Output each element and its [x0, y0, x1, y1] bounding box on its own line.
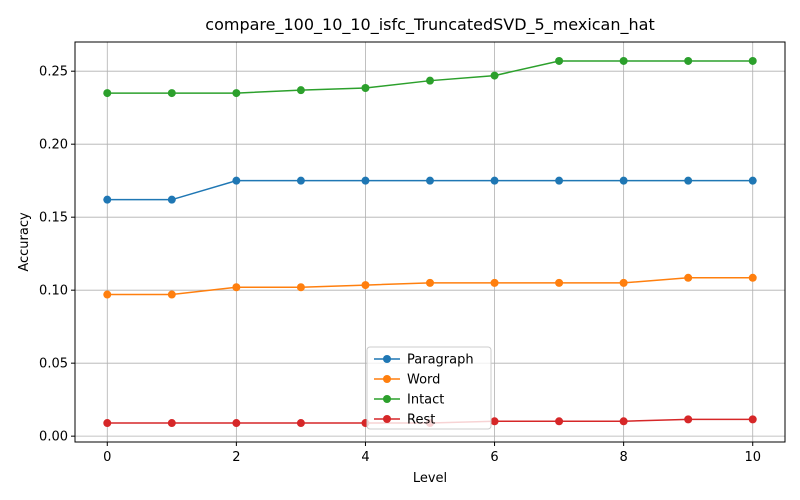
data-point-paragraph [619, 176, 628, 185]
data-point-rest [490, 417, 499, 426]
data-point-paragraph [232, 176, 241, 185]
legend-marker-intact [383, 395, 391, 403]
grid [75, 42, 785, 442]
x-axis-label: Level [413, 471, 447, 486]
data-point-intact [426, 76, 434, 85]
data-point-intact [296, 86, 305, 95]
y-axis-label: Accuracy [17, 212, 32, 272]
data-point-word [296, 283, 305, 292]
axis-ticks: 0 2 4 6 8 10 0.00 0.05 0.10 0.15 0.20 0.25 [39, 65, 761, 465]
legend-label-rest: Rest [407, 413, 435, 428]
y-tick-label: 0.15 [39, 211, 68, 226]
legend-label-intact: Intact [407, 393, 444, 408]
legend-marker-rest [383, 415, 391, 423]
legend-label-paragraph: Paragraph [407, 353, 474, 368]
data-point-intact [684, 56, 693, 65]
legend: Paragraph Word Intact Rest [366, 346, 492, 430]
y-tick-label: 0.10 [39, 284, 68, 299]
data-point-paragraph [684, 176, 693, 185]
x-tick-label: 4 [361, 450, 369, 465]
data-point-paragraph [167, 195, 176, 204]
data-point-intact [555, 56, 564, 65]
data-point-intact [361, 83, 370, 92]
x-tick-label: 8 [619, 450, 627, 465]
data-point-word [361, 281, 370, 290]
data-point-word [490, 278, 499, 287]
data-point-rest [619, 417, 628, 426]
data-point-paragraph [748, 176, 757, 185]
data-point-word [684, 273, 693, 282]
data-point-word [748, 273, 757, 282]
series-intact [103, 56, 757, 98]
y-tick-label: 0.20 [39, 138, 68, 153]
data-point-paragraph [296, 176, 305, 185]
data-point-word [555, 278, 564, 287]
data-point-rest [232, 419, 241, 428]
data-point-rest [167, 419, 176, 428]
data-point-word [619, 278, 628, 287]
data-point-word [167, 290, 176, 299]
data-point-rest [555, 417, 564, 426]
x-tick-label: 2 [232, 450, 240, 465]
data-point-paragraph [103, 195, 112, 204]
plot-frame [74, 41, 786, 443]
x-tick-label: 6 [490, 450, 498, 465]
data-point-intact [748, 56, 757, 65]
series-word [103, 273, 757, 299]
data-point-intact [232, 89, 241, 98]
data-point-rest [103, 419, 112, 428]
data-point-paragraph [361, 176, 370, 185]
data-point-word [103, 290, 112, 299]
legend-label-word: Word [407, 373, 440, 388]
data-point-paragraph [426, 176, 434, 185]
data-point-paragraph [555, 176, 564, 185]
data-point-rest [748, 415, 757, 424]
chart-title: compare_100_10_10_isfc_TruncatedSVD_5_me… [205, 15, 654, 35]
x-tick-label: 0 [103, 450, 111, 465]
data-point-intact [490, 71, 499, 80]
legend-marker-paragraph [383, 355, 391, 363]
data-point-rest [684, 415, 693, 424]
legend-marker-word [383, 375, 391, 383]
data-point-word [426, 278, 434, 287]
y-tick-label: 0.05 [39, 357, 68, 372]
y-tick-label: 0.00 [39, 430, 68, 445]
x-tick-label: 10 [744, 450, 761, 465]
data-point-paragraph [490, 176, 499, 185]
data-point-word [232, 283, 241, 292]
y-tick-label: 0.25 [39, 65, 68, 80]
data-point-rest [296, 419, 305, 428]
data-point-intact [167, 89, 176, 98]
data-point-intact [619, 56, 628, 65]
data-point-intact [103, 89, 112, 98]
series-group [103, 56, 757, 428]
legend-box [366, 346, 492, 430]
series-paragraph [103, 176, 757, 204]
